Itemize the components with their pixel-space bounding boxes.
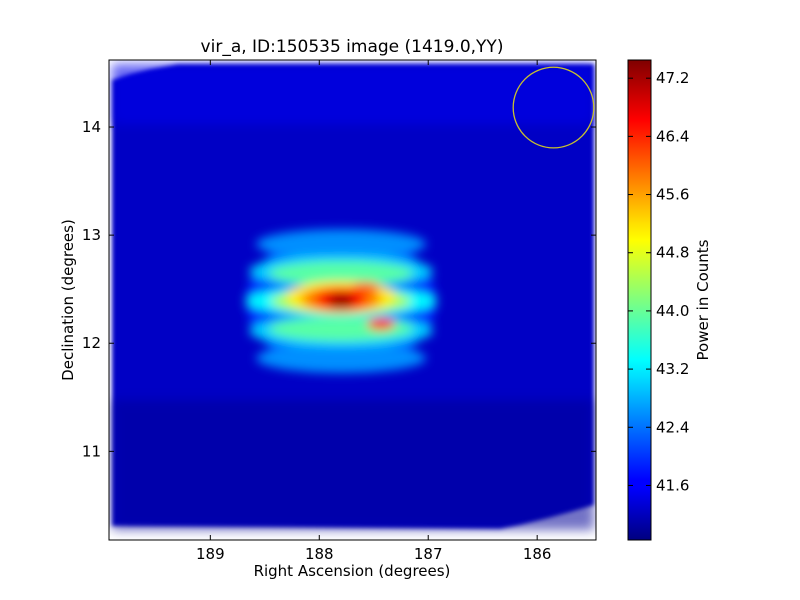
colorbar-tick-label: 45.6 <box>656 186 689 204</box>
x-tick-label: 186 <box>523 545 552 563</box>
source-emission-lobe <box>328 294 355 309</box>
colorbar: 41.6 42.4 43.2 44.0 44.8 45.6 46.4 47.2 <box>627 59 689 541</box>
colorbar-gradient <box>627 59 652 541</box>
plot-frame <box>108 59 597 541</box>
y-axis-label: Declination (degrees) <box>59 219 77 381</box>
overlay-layer <box>512 66 595 149</box>
source-emission-lobe <box>256 343 427 374</box>
colorbar-tick-label: 46.4 <box>656 127 689 145</box>
colorbar-tick-label: 43.2 <box>656 360 689 378</box>
source-emission-lobe <box>352 282 381 293</box>
y-tick-label: 12 <box>82 334 101 352</box>
x-axis-label: Right Ascension (degrees) <box>254 562 451 580</box>
plot-area: 189 188 187 186 11 12 13 14 <box>82 59 597 563</box>
colorbar-ticks: 41.6 42.4 43.2 44.0 44.8 45.6 46.4 47.2 <box>628 69 689 494</box>
beam-circle <box>512 66 595 149</box>
colorbar-tick-label: 47.2 <box>656 69 689 87</box>
source-emission-lobe <box>256 229 427 260</box>
colorbar-tick-label: 42.4 <box>656 418 689 436</box>
x-axis: 189 188 187 186 <box>196 60 551 563</box>
chart-title: vir_a, ID:150535 image (1419.0,YY) <box>201 37 504 57</box>
background-low-band <box>112 400 594 530</box>
heatmap-image <box>112 64 594 530</box>
source-emission-lobe <box>367 318 396 331</box>
colorbar-tick-label: 44.0 <box>656 302 689 320</box>
colorbar-tick-label: 41.6 <box>656 476 689 494</box>
y-tick-label: 13 <box>82 226 101 244</box>
y-tick-label: 11 <box>82 442 101 460</box>
colorbar-tick-label: 44.8 <box>656 244 689 262</box>
y-tick-label: 14 <box>82 118 101 136</box>
x-tick-label: 187 <box>414 545 443 563</box>
x-tick-label: 188 <box>305 545 334 563</box>
x-tick-label: 189 <box>196 545 225 563</box>
colorbar-label: Power in Counts <box>694 239 712 360</box>
source-emission-lobe <box>269 261 414 286</box>
y-axis: 11 12 13 14 <box>82 118 596 460</box>
background-high-band <box>112 64 594 124</box>
